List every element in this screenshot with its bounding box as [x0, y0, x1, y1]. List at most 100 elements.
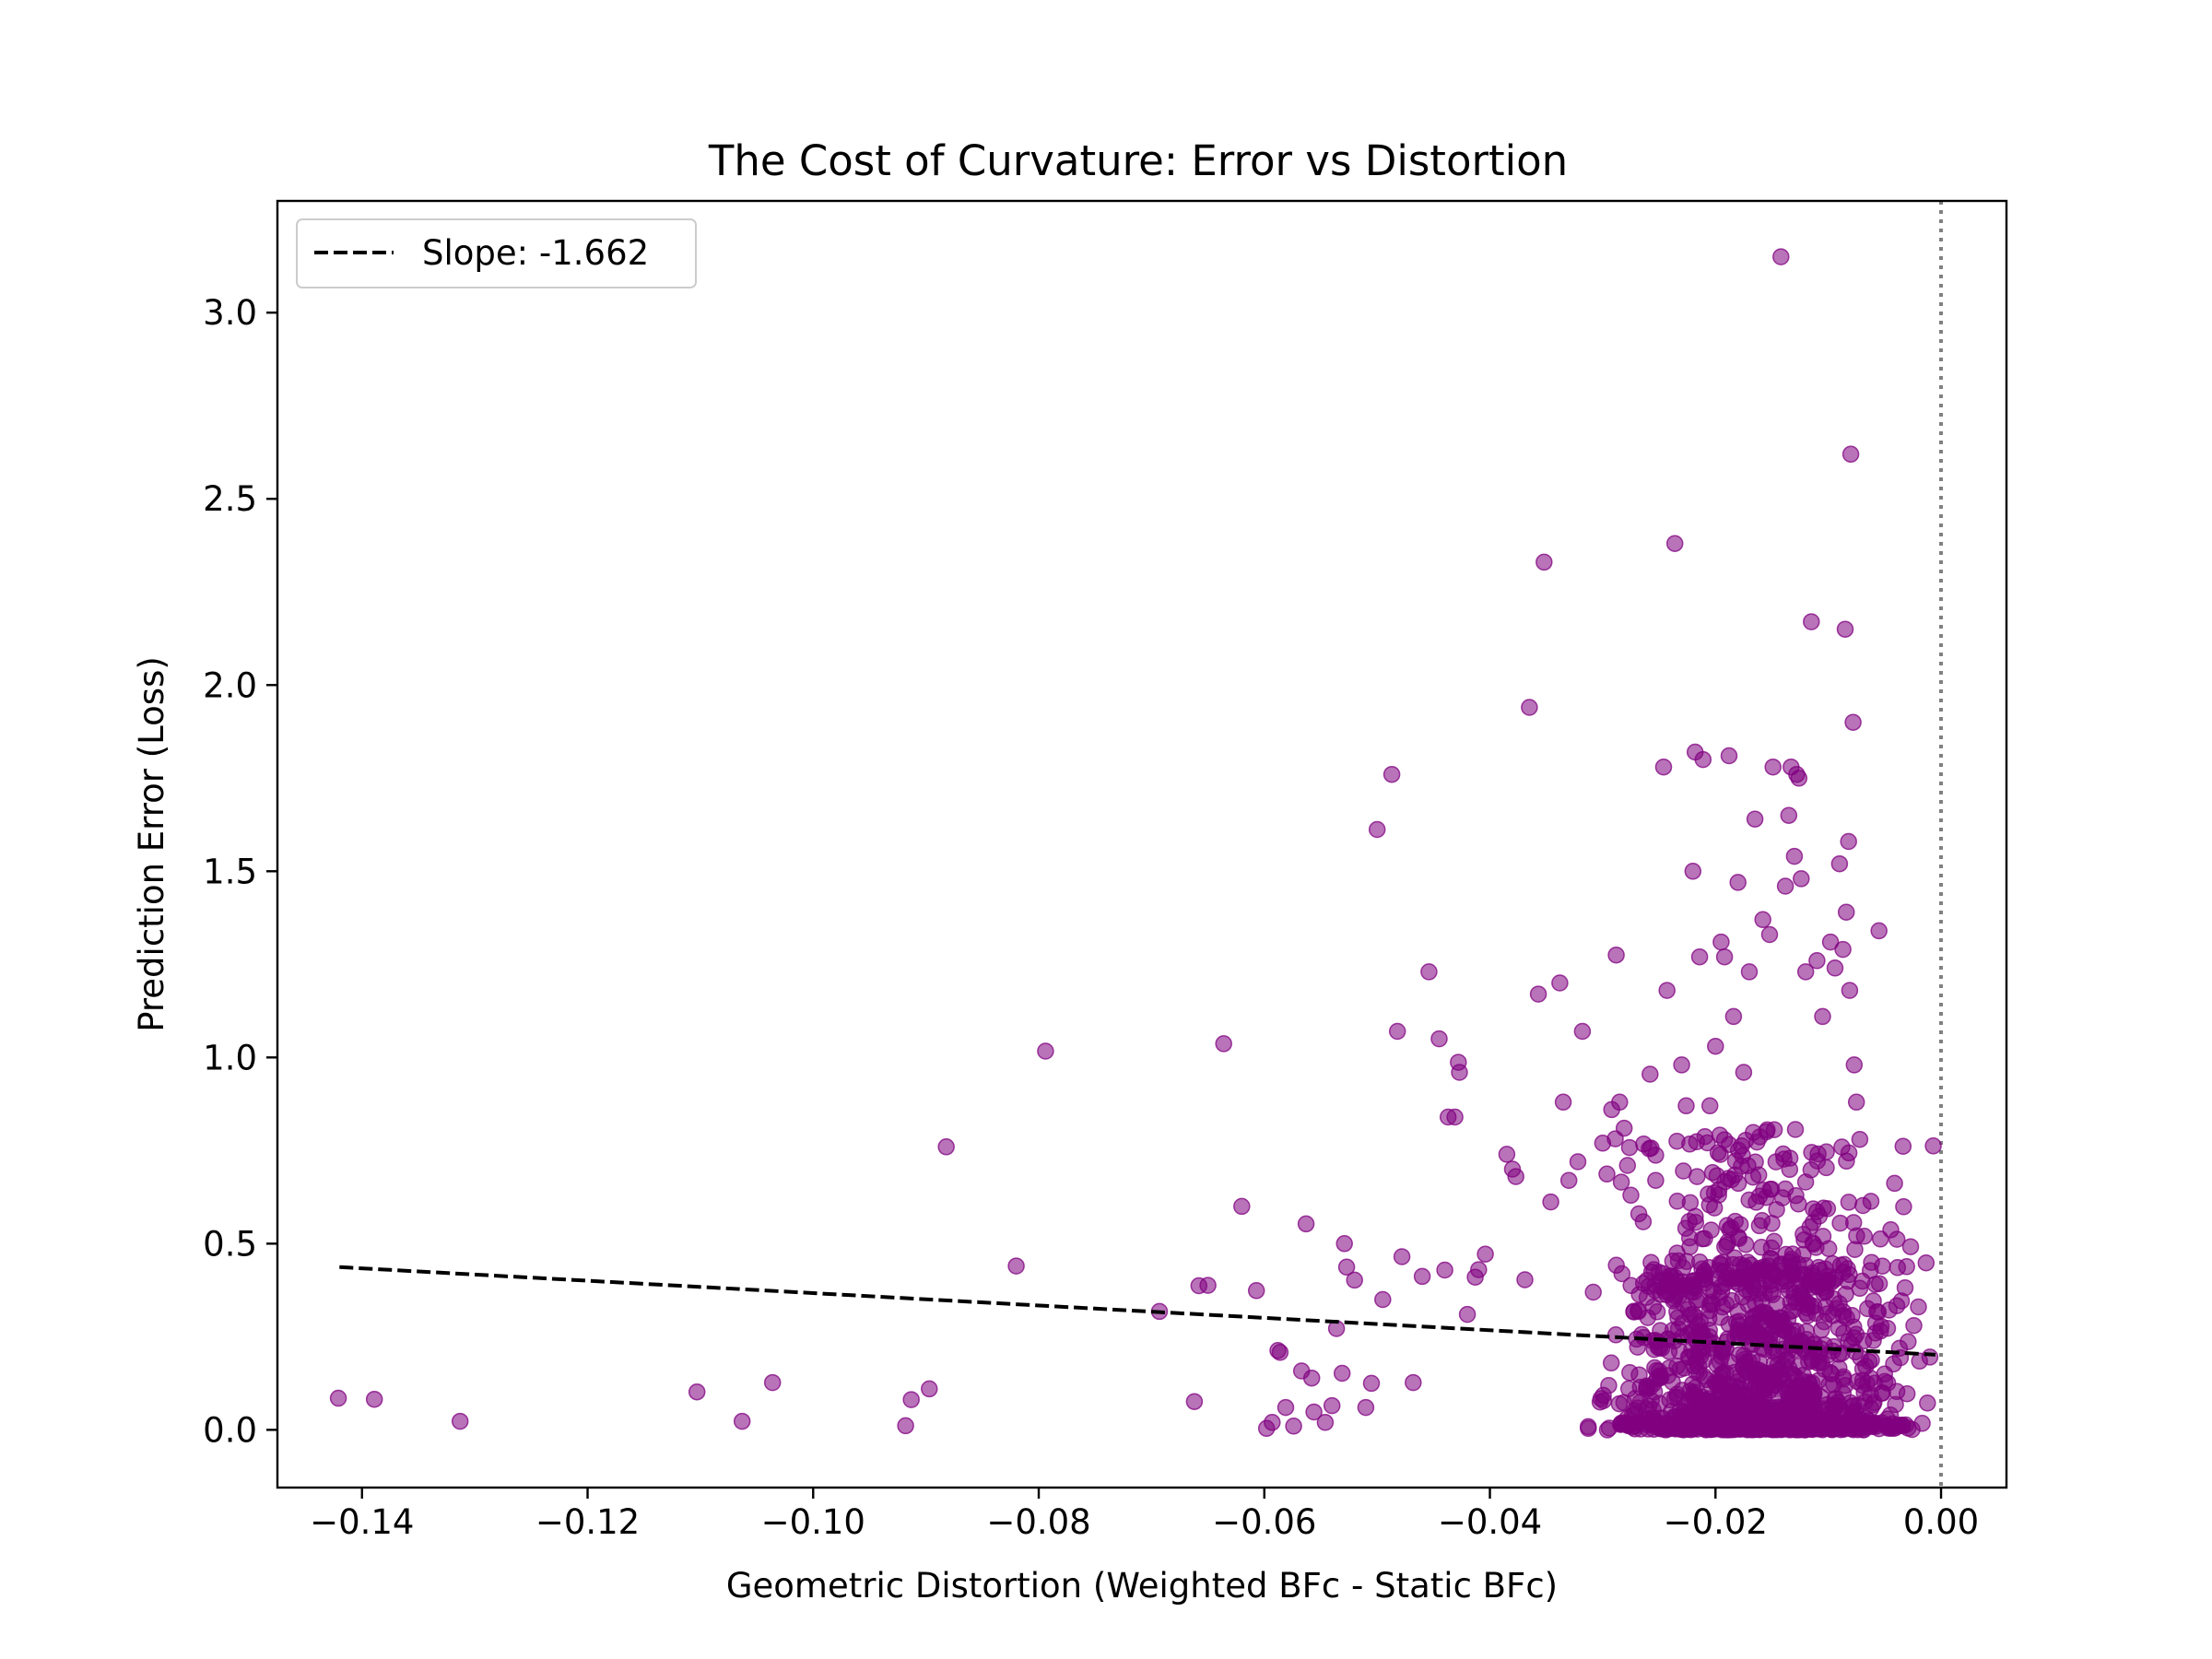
data-point-13 [1185, 1393, 1204, 1410]
data-point-62 [1535, 553, 1553, 571]
data-point-39 [1374, 1290, 1392, 1309]
x-tick-label-4: −0.06 [1212, 1502, 1316, 1542]
cluster-point-762 [1894, 1137, 1912, 1155]
cluster-point-1056 [1620, 1138, 1639, 1157]
cluster-point-636 [1905, 1316, 1923, 1335]
data-point-96 [1740, 963, 1759, 981]
data-point-26 [1297, 1215, 1315, 1233]
cluster-point-772 [1898, 1258, 1915, 1276]
cluster-point-1420 [1708, 1375, 1725, 1394]
cluster-point-1482 [1814, 1421, 1831, 1439]
data-point-24 [1285, 1418, 1302, 1435]
x-tick-label-6: −0.02 [1664, 1502, 1768, 1542]
cluster-point-1356 [1801, 1218, 1819, 1236]
legend: Slope: -1.662 [296, 218, 697, 288]
cluster-point-693 [1802, 1161, 1820, 1179]
data-point-90 [1712, 933, 1730, 951]
data-point-98 [1754, 911, 1771, 929]
data-point-6 [897, 1417, 914, 1435]
data-point-63 [1542, 1193, 1559, 1211]
cluster-point-943 [1681, 1194, 1700, 1212]
data-point-20 [1264, 1414, 1281, 1431]
data-point-92 [1720, 747, 1738, 765]
data-point-4 [733, 1412, 751, 1430]
data-point-16 [1215, 1035, 1232, 1053]
data-point-58 [1507, 1168, 1524, 1185]
x-tick-label-0: −0.14 [310, 1502, 414, 1542]
data-point-72 [1611, 1093, 1629, 1112]
x-axis-title: Geometric Distortion (Weighted BFc - Sta… [726, 1566, 1558, 1606]
data-point-74 [1618, 1157, 1637, 1174]
cluster-point-1396 [1696, 1265, 1714, 1283]
data-point-17 [1233, 1197, 1251, 1216]
data-point-51 [1451, 1064, 1468, 1081]
y-tick-label-1: 0.5 [203, 1224, 257, 1264]
data-point-60 [1521, 699, 1538, 716]
data-point-30 [1323, 1396, 1341, 1415]
data-point-49 [1446, 1108, 1464, 1126]
cluster-point-786 [1703, 1163, 1722, 1182]
cluster-point-1202 [1747, 1153, 1764, 1171]
cluster-point-1448 [1718, 1236, 1735, 1254]
cluster-point-1389 [1739, 1363, 1758, 1381]
data-point-45 [1420, 963, 1438, 981]
cluster-point-1457 [1689, 1409, 1707, 1428]
chart-title: The Cost of Curvature: Error vs Distorti… [708, 136, 1568, 185]
data-point-32 [1333, 1364, 1351, 1382]
cluster-point-1461 [1750, 1279, 1769, 1297]
y-tick-label-3: 1.5 [203, 852, 257, 891]
cluster-point-1442 [1762, 1239, 1781, 1257]
data-point-128 [1870, 922, 1888, 940]
cluster-point-1251 [1787, 1186, 1805, 1205]
cluster-point-1317 [1669, 1320, 1688, 1337]
cluster-point-788 [1901, 1238, 1920, 1255]
data-point-87 [1694, 750, 1712, 769]
x-tick-label-1: −0.12 [535, 1502, 640, 1542]
data-point-84 [1684, 863, 1702, 880]
data-point-56 [1498, 1146, 1516, 1163]
cluster-point-880 [1606, 1326, 1625, 1344]
cluster-point-1411 [1639, 1416, 1656, 1434]
cluster-point-1149 [1859, 1300, 1877, 1318]
cluster-point-1268 [1592, 1390, 1610, 1407]
cluster-point-983 [1888, 1297, 1906, 1314]
data-point-40 [1382, 765, 1401, 783]
data-point-105 [1785, 847, 1804, 865]
data-point-89 [1707, 1037, 1724, 1055]
cluster-point-1339 [1668, 1385, 1686, 1404]
cluster-point-1486 [1665, 1417, 1683, 1435]
cluster-point-585 [1610, 1394, 1629, 1413]
cluster-point-1353 [1890, 1417, 1908, 1434]
fit-line [339, 1265, 1936, 1357]
data-point-116 [1834, 940, 1852, 959]
cluster-point-1297 [1833, 1138, 1851, 1156]
cluster-point-1041 [1878, 1374, 1897, 1392]
cluster-point-1392 [1835, 1324, 1853, 1342]
data-point-110 [1803, 613, 1820, 630]
cluster-point-1464 [1784, 1257, 1802, 1275]
cluster-point-533 [1803, 1144, 1820, 1161]
cluster-point-1496 [1711, 1254, 1729, 1273]
data-point-38 [1368, 820, 1386, 839]
cluster-point-1186 [1924, 1137, 1942, 1155]
data-point-88 [1700, 1097, 1719, 1115]
cluster-point-1479 [1776, 1418, 1794, 1437]
y-tick-label-5: 2.5 [203, 479, 257, 519]
cluster-point-1494 [1805, 1297, 1823, 1315]
data-point-124 [1847, 1093, 1865, 1112]
cluster-point-1465 [1860, 1353, 1878, 1371]
data-point-107 [1790, 770, 1808, 787]
data-point-55 [1477, 1245, 1494, 1263]
data-points [329, 248, 1942, 1439]
x-tick-label-3: −0.08 [986, 1502, 1090, 1542]
cluster-point-1440 [1745, 1394, 1762, 1411]
data-point-2 [451, 1412, 469, 1430]
cluster-point-1484 [1726, 1418, 1745, 1436]
data-point-68 [1573, 1022, 1592, 1041]
data-point-71 [1607, 946, 1625, 964]
cluster-point-1156 [1688, 1168, 1706, 1185]
y-tick-label-6: 3.0 [203, 293, 257, 333]
cluster-point-1322 [1862, 1193, 1880, 1210]
fit-line-layer [339, 1265, 1936, 1357]
